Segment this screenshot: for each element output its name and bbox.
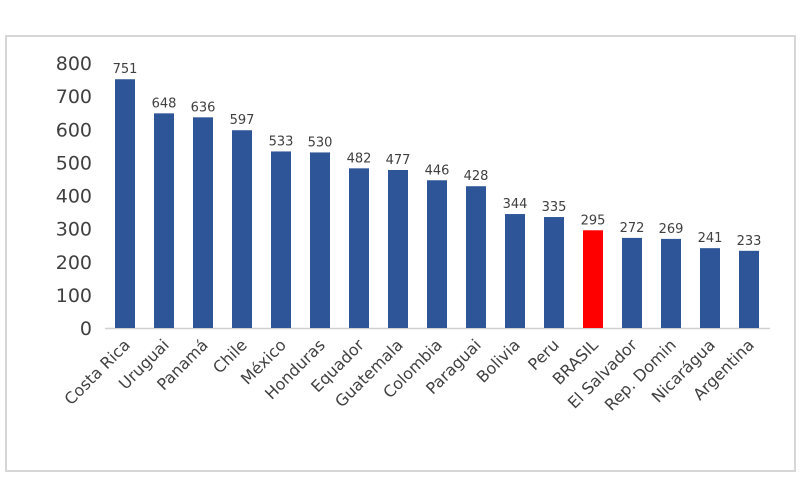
- bar-argentina: [739, 250, 759, 328]
- bar-bolivia: [505, 214, 525, 328]
- bar-uruguai: [154, 113, 174, 328]
- data-label: 233: [737, 234, 762, 249]
- data-label: 533: [269, 134, 294, 149]
- data-label: 751: [113, 62, 138, 77]
- data-label: 428: [464, 169, 489, 184]
- x-tick-label: Bolivia: [473, 335, 524, 386]
- y-tick-label: 0: [80, 318, 92, 340]
- data-label: 344: [503, 197, 528, 212]
- chart-frame: [5, 35, 796, 472]
- data-label: 269: [659, 222, 684, 237]
- data-label: 446: [425, 163, 450, 178]
- data-label: 241: [698, 231, 723, 246]
- bar-colombia: [427, 180, 447, 328]
- bar-paraguai: [466, 186, 486, 328]
- bar-costa-rica: [115, 79, 135, 328]
- y-tick-label: 400: [56, 186, 92, 208]
- bar-brasil: [583, 230, 603, 328]
- bar-panam-: [193, 117, 213, 328]
- data-label: 482: [347, 151, 372, 166]
- bar-chile: [232, 130, 252, 328]
- y-tick-label: 100: [56, 285, 92, 307]
- data-label: 295: [581, 213, 606, 228]
- data-label: 530: [308, 135, 333, 150]
- data-label: 597: [230, 113, 255, 128]
- y-tick-label: 500: [56, 152, 92, 174]
- y-tick-label: 200: [56, 252, 92, 274]
- bar-equador: [349, 168, 369, 328]
- y-tick-label: 800: [56, 53, 92, 75]
- bar-rep-domin: [661, 238, 681, 328]
- data-label: 648: [152, 96, 177, 111]
- bar-el-salvador: [622, 237, 642, 328]
- data-label: 272: [620, 221, 645, 236]
- data-label: 477: [386, 153, 411, 168]
- bar-peru: [544, 217, 564, 328]
- bar-nicar-gua: [700, 248, 720, 328]
- y-tick-label: 700: [56, 86, 92, 108]
- data-label: 335: [542, 200, 567, 215]
- bar-guatemala: [388, 169, 408, 328]
- bar-honduras: [310, 152, 330, 328]
- bar-m-xico: [271, 151, 291, 328]
- y-tick-label: 600: [56, 119, 92, 141]
- y-tick-label: 300: [56, 219, 92, 241]
- data-label: 636: [191, 100, 216, 115]
